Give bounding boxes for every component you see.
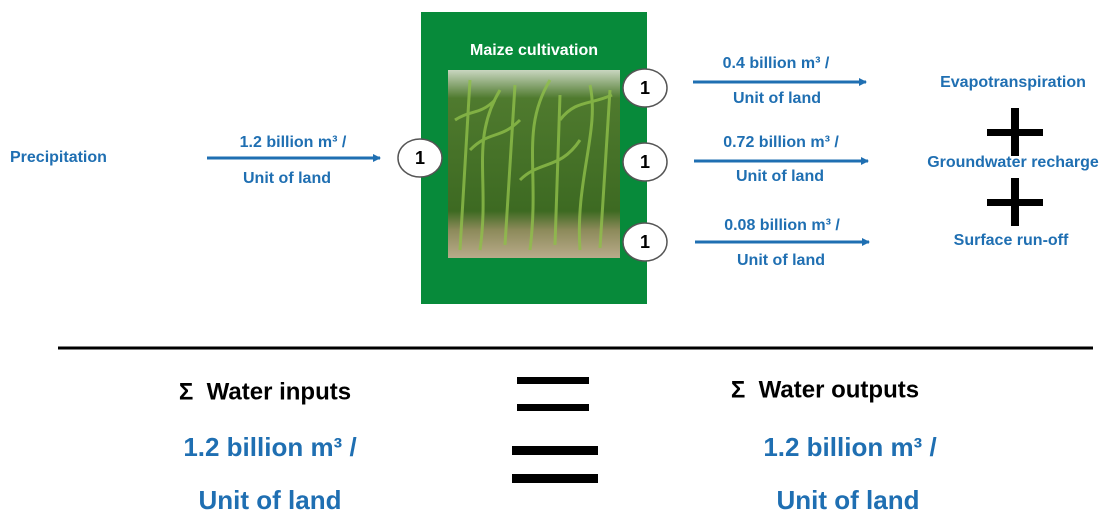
output-unit: Unit of land — [737, 252, 825, 269]
balance-inputs-title: Σ Water inputs — [179, 378, 351, 405]
equals-sign — [512, 377, 598, 483]
output-unit: Unit of land — [736, 168, 824, 185]
input-label: Precipitation — [10, 149, 107, 166]
node-label: 1 — [640, 152, 650, 172]
node-label: 1 — [640, 78, 650, 98]
input-node: 1 — [398, 139, 442, 177]
output-node: 1 1 1 — [623, 69, 667, 261]
input-amount: 1.2 billion m³ / — [240, 134, 347, 151]
plus-sign — [987, 178, 1043, 226]
output-label: Surface run-off — [954, 232, 1069, 249]
output-label: Groundwater recharge — [927, 154, 1099, 171]
balance-outputs-title: Σ Water outputs — [731, 376, 919, 403]
node-label: 1 — [640, 232, 650, 252]
output-amount: 0.4 billion m³ / — [723, 55, 830, 72]
node-label: 1 — [415, 148, 425, 168]
balance-inputs-unit: Unit of land — [199, 485, 342, 514]
output-amount: 0.08 billion m³ / — [724, 217, 840, 234]
output-unit: Unit of land — [733, 90, 821, 107]
output-amount: 0.72 billion m³ / — [723, 134, 839, 151]
input-unit: Unit of land — [243, 170, 331, 187]
balance-outputs-amount: 1.2 billion m³ / — [763, 432, 936, 462]
balance-inputs-amount: 1.2 billion m³ / — [183, 432, 356, 462]
maize-photo — [448, 70, 620, 258]
plus-sign — [987, 108, 1043, 156]
balance-outputs-unit: Unit of land — [777, 485, 920, 514]
diagram: Precipitation 1.2 billion m³ / Unit of l… — [0, 0, 1119, 514]
process-title: Maize cultivation — [470, 42, 598, 59]
output-label: Evapotranspiration — [940, 74, 1086, 91]
